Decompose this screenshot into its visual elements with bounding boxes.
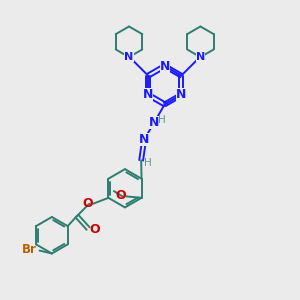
Text: N: N	[196, 52, 205, 62]
Text: Br: Br	[22, 244, 37, 256]
Text: O: O	[82, 197, 93, 210]
Text: N: N	[176, 88, 187, 101]
Text: N: N	[160, 60, 170, 73]
Text: N: N	[124, 52, 134, 62]
Text: H: H	[144, 158, 152, 168]
Text: H: H	[158, 115, 166, 125]
Text: O: O	[115, 189, 126, 202]
Text: N: N	[143, 88, 153, 101]
Text: O: O	[90, 224, 100, 236]
Text: N: N	[149, 116, 160, 128]
Text: N: N	[139, 133, 149, 146]
